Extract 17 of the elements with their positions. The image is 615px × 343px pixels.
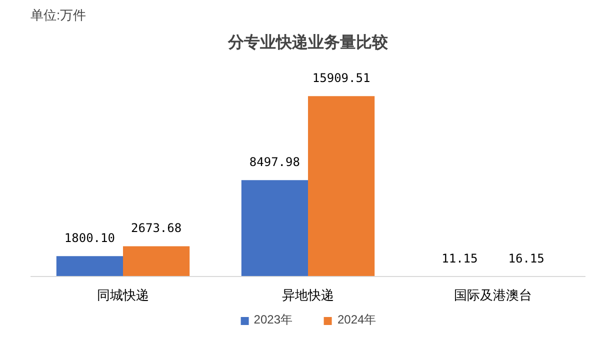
bar	[123, 246, 190, 276]
x-tick-label: 异地快递	[282, 288, 334, 302]
legend-label: 2023年	[254, 312, 292, 328]
x-tick-label: 同城快递	[97, 288, 149, 302]
bar	[56, 256, 123, 276]
data-label: 8497.98	[249, 155, 300, 170]
legend-label: 2024年	[338, 312, 376, 328]
text: 单位:万件	[30, 8, 86, 22]
data-label: 1800.10	[64, 231, 115, 246]
data-label: 15909.51	[312, 71, 370, 86]
data-label: 11.15	[442, 251, 478, 266]
data-label: 2673.68	[131, 221, 182, 236]
bar	[241, 180, 308, 276]
bar	[308, 96, 375, 276]
data-label: 16.15	[508, 251, 544, 266]
chart-title: 分专业快递业务量比较	[227, 34, 389, 52]
x-tick-label: 国际及港澳台	[454, 288, 532, 302]
